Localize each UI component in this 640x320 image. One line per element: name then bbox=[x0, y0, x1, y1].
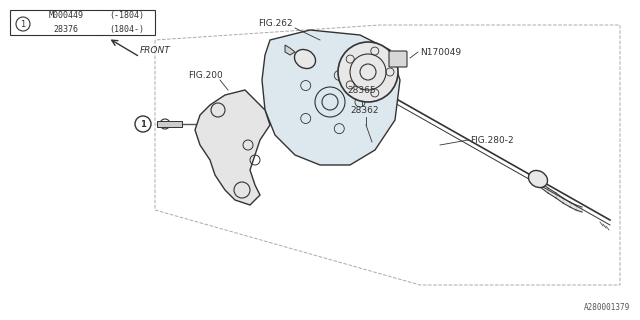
Circle shape bbox=[16, 17, 30, 31]
Text: FIG.280-2: FIG.280-2 bbox=[470, 135, 514, 145]
Polygon shape bbox=[262, 30, 400, 165]
Text: M000449: M000449 bbox=[49, 11, 83, 20]
Text: FIG.262: FIG.262 bbox=[258, 19, 292, 28]
Circle shape bbox=[338, 42, 398, 102]
Text: 1: 1 bbox=[140, 119, 146, 129]
Circle shape bbox=[160, 119, 170, 129]
Text: 28376: 28376 bbox=[54, 25, 79, 34]
Bar bbox=[344, 86, 382, 97]
Text: (-1804): (-1804) bbox=[109, 11, 145, 20]
Ellipse shape bbox=[294, 50, 316, 68]
Text: FIG.200: FIG.200 bbox=[188, 70, 223, 79]
Polygon shape bbox=[195, 90, 270, 205]
Text: 28362: 28362 bbox=[350, 106, 378, 115]
Text: 1: 1 bbox=[20, 20, 26, 28]
Text: A280001379: A280001379 bbox=[584, 303, 630, 312]
Text: (1804-): (1804-) bbox=[109, 25, 145, 34]
Text: N170049: N170049 bbox=[420, 47, 461, 57]
Circle shape bbox=[135, 116, 151, 132]
Ellipse shape bbox=[529, 171, 548, 188]
FancyBboxPatch shape bbox=[389, 51, 407, 67]
Text: FRONT: FRONT bbox=[140, 46, 171, 55]
Text: 28365: 28365 bbox=[347, 85, 376, 94]
FancyBboxPatch shape bbox=[157, 121, 182, 127]
Bar bbox=[347, 106, 385, 117]
Bar bbox=[10, 10, 155, 35]
Polygon shape bbox=[285, 45, 295, 55]
